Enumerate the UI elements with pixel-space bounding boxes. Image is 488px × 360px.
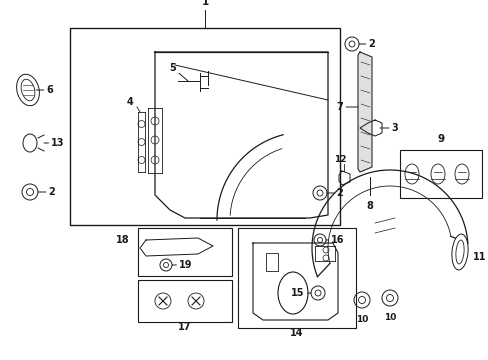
Text: 14: 14	[290, 328, 303, 338]
Ellipse shape	[430, 164, 444, 184]
Text: 4: 4	[126, 97, 133, 107]
Text: 1: 1	[201, 0, 208, 7]
Text: 6: 6	[36, 85, 53, 95]
Text: 11: 11	[472, 252, 486, 262]
Text: 8: 8	[366, 201, 373, 211]
Ellipse shape	[404, 164, 418, 184]
Ellipse shape	[454, 164, 468, 184]
Bar	[70, 28, 339, 225]
Bar	[399, 150, 481, 198]
Text: 12: 12	[333, 155, 346, 164]
Text: 2: 2	[326, 188, 343, 198]
Text: 2: 2	[358, 39, 375, 49]
Text: 16: 16	[325, 235, 344, 245]
Text: 7: 7	[336, 102, 357, 112]
Text: 5: 5	[169, 63, 187, 81]
Bar	[238, 228, 355, 328]
Text: 3: 3	[379, 123, 398, 133]
Bar	[138, 228, 231, 276]
Text: 15: 15	[291, 288, 310, 298]
Text: 19: 19	[172, 260, 192, 270]
Text: 18: 18	[116, 235, 130, 245]
Ellipse shape	[17, 74, 40, 106]
Text: 10: 10	[383, 313, 395, 322]
Bar	[265, 253, 278, 271]
Ellipse shape	[451, 234, 467, 270]
Text: 2: 2	[38, 187, 55, 197]
Text: 9: 9	[437, 134, 444, 144]
Ellipse shape	[21, 79, 35, 101]
Text: 17: 17	[178, 322, 191, 332]
Bar	[138, 280, 231, 322]
Ellipse shape	[278, 272, 307, 314]
Ellipse shape	[23, 134, 37, 152]
Text: 10: 10	[355, 315, 367, 324]
Ellipse shape	[455, 240, 463, 264]
Text: 13: 13	[44, 138, 64, 148]
Polygon shape	[357, 52, 371, 172]
